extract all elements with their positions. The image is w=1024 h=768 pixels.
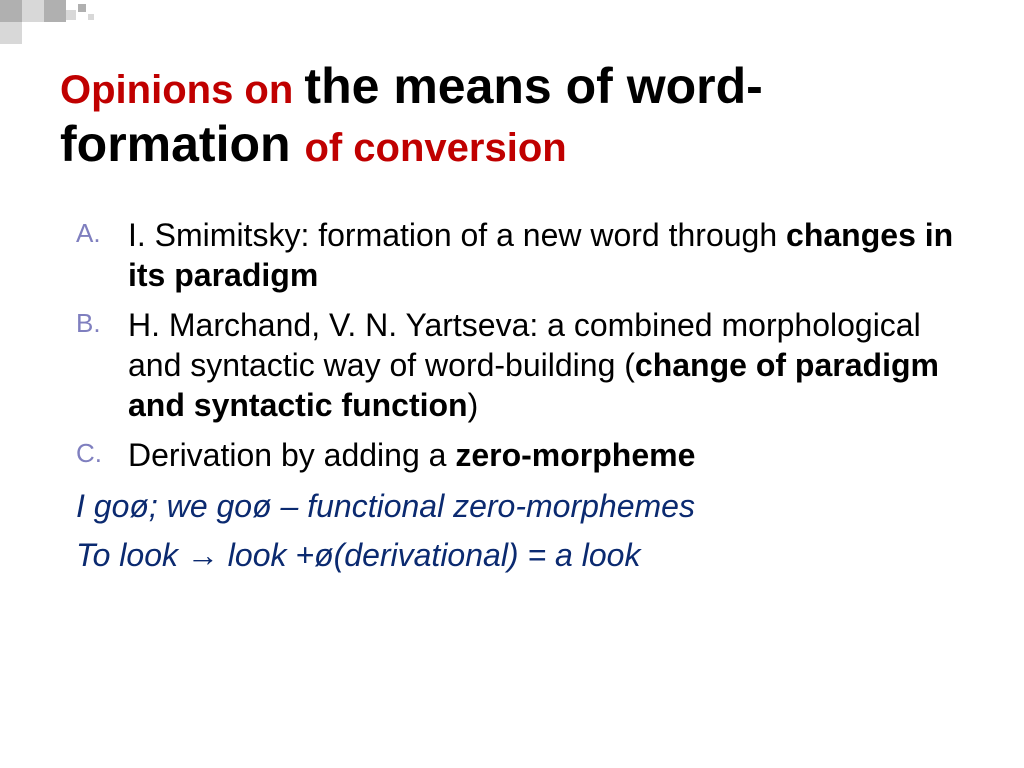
deco-square [66, 10, 76, 20]
example-line: I goø; we goø – functional zero-morpheme… [60, 485, 974, 528]
list-item: C. Derivation by adding a zero-morpheme [60, 435, 974, 475]
list-marker: A. [76, 217, 112, 250]
deco-square [78, 4, 86, 12]
list-item: A. I. Smimitsky: formation of a new word… [60, 215, 974, 295]
opinion-list: A. I. Smimitsky: formation of a new word… [60, 215, 974, 475]
list-text-post: ) [468, 387, 479, 423]
deco-square [0, 0, 22, 22]
list-marker: C. [76, 437, 112, 470]
list-text-bold: zero-morpheme [455, 437, 695, 473]
corner-decoration [0, 0, 110, 44]
list-marker: B. [76, 307, 112, 340]
title-segment-3: of conversion [304, 126, 566, 170]
list-text-pre: I. Smimitsky: formation of a new word th… [128, 217, 786, 253]
deco-square [44, 0, 66, 22]
deco-square [88, 14, 94, 20]
list-text-pre: Derivation by adding a [128, 437, 455, 473]
title-segment-1: Opinions on [60, 68, 304, 112]
list-item: B. H. Marchand, V. N. Yartseva: a combin… [60, 305, 974, 425]
deco-square [0, 22, 22, 44]
slide-content: Opinions on the means of word-formation … [0, 0, 1024, 617]
deco-square [22, 0, 44, 22]
slide-title: Opinions on the means of word-formation … [60, 58, 974, 173]
example-line: To look → look +ø(derivational) = a look [60, 534, 974, 577]
